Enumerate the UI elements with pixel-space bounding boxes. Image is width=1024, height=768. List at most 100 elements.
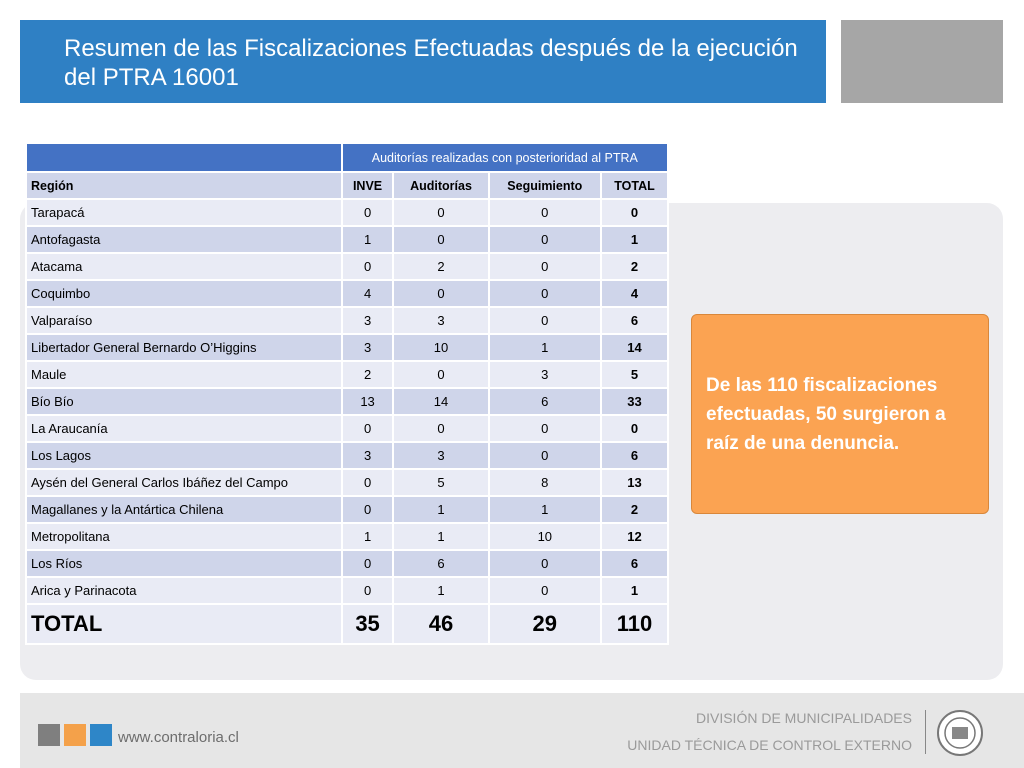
region-cell: Atacama bbox=[25, 252, 343, 281]
cell: 8 bbox=[487, 468, 603, 497]
cell: 14 bbox=[392, 387, 490, 416]
cell: 3 bbox=[487, 360, 603, 389]
total-cell: 29 bbox=[487, 603, 603, 645]
region-cell: Los Lagos bbox=[25, 441, 343, 470]
total-cell: 46 bbox=[392, 603, 490, 645]
cell: 4 bbox=[340, 279, 395, 308]
region-cell: Magallanes y la Antártica Chilena bbox=[25, 495, 343, 524]
division: DIVISIÓN DE MUNICIPALIDADES bbox=[695, 710, 912, 726]
divider bbox=[925, 710, 926, 754]
data-row: Los Lagos 3 3 0 6 bbox=[25, 441, 669, 470]
cell: 0 bbox=[340, 198, 395, 227]
region-cell: Maule bbox=[25, 360, 343, 389]
cell: 0 bbox=[392, 360, 490, 389]
cell: 0 bbox=[487, 576, 603, 605]
data-row: Maule 2 0 3 5 bbox=[25, 360, 669, 389]
cell: 3 bbox=[392, 306, 490, 335]
data-row: Los Ríos 0 6 0 6 bbox=[25, 549, 669, 578]
cell: 2 bbox=[600, 252, 669, 281]
cell: 0 bbox=[340, 414, 395, 443]
cell: 1 bbox=[340, 225, 395, 254]
data-row: Coquimbo 4 0 0 4 bbox=[25, 279, 669, 308]
group-header: Auditorías realizadas con posterioridad … bbox=[340, 142, 670, 173]
logo bbox=[937, 710, 983, 756]
region-cell: Aysén del General Carlos Ibáñez del Camp… bbox=[25, 468, 343, 497]
cell: 0 bbox=[600, 414, 669, 443]
cell: 0 bbox=[392, 198, 490, 227]
cell: 0 bbox=[340, 252, 395, 281]
data-row: Magallanes y la Antártica Chilena 0 1 1 2 bbox=[25, 495, 669, 524]
cell: 2 bbox=[340, 360, 395, 389]
region-cell: Valparaíso bbox=[25, 306, 343, 335]
data-row: Aysén del General Carlos Ibáñez del Camp… bbox=[25, 468, 669, 497]
cell: 0 bbox=[392, 225, 490, 254]
cell: 4 bbox=[600, 279, 669, 308]
square-gray bbox=[38, 724, 60, 746]
total-cell: TOTAL bbox=[25, 603, 343, 645]
website: www.contraloria.cl bbox=[118, 729, 239, 746]
region-cell: Bío Bío bbox=[25, 387, 343, 416]
cell: 3 bbox=[392, 441, 490, 470]
cell: 0 bbox=[487, 306, 603, 335]
region-cell: Metropolitana bbox=[25, 522, 343, 551]
column-header: INVE bbox=[340, 171, 395, 200]
square-orange bbox=[64, 724, 86, 746]
cell: 10 bbox=[487, 522, 603, 551]
cell: 3 bbox=[340, 306, 395, 335]
cell: 1 bbox=[392, 495, 490, 524]
cell: 0 bbox=[340, 576, 395, 605]
cell: 2 bbox=[600, 495, 669, 524]
cell: 6 bbox=[600, 549, 669, 578]
total-cell: 110 bbox=[600, 603, 669, 645]
column-header: Auditorías bbox=[392, 171, 490, 200]
cell: 13 bbox=[340, 387, 395, 416]
column-header: Seguimiento bbox=[487, 171, 603, 200]
cell: 0 bbox=[487, 279, 603, 308]
data-row: Atacama 0 2 0 2 bbox=[25, 252, 669, 281]
cell: 1 bbox=[600, 576, 669, 605]
cell: 0 bbox=[392, 279, 490, 308]
corner-cell bbox=[25, 142, 343, 173]
cell: 6 bbox=[600, 441, 669, 470]
cell: 1 bbox=[600, 225, 669, 254]
cell: 33 bbox=[600, 387, 669, 416]
cell: 0 bbox=[487, 198, 603, 227]
cell: 0 bbox=[600, 198, 669, 227]
cell: 1 bbox=[340, 522, 395, 551]
cell: 6 bbox=[487, 387, 603, 416]
data-row: Valparaíso 3 3 0 6 bbox=[25, 306, 669, 335]
cell: 0 bbox=[340, 495, 395, 524]
cell: 3 bbox=[340, 441, 395, 470]
data-row: Antofagasta 1 0 0 1 bbox=[25, 225, 669, 254]
audit-table: Auditorías realizadas con posterioridad … bbox=[25, 142, 670, 645]
data-row: Metropolitana 1 1 10 12 bbox=[25, 522, 669, 551]
region-cell: Coquimbo bbox=[25, 279, 343, 308]
total-row: TOTAL 35 46 29 110 bbox=[25, 603, 669, 645]
callout: De las 110 fiscalizaciones efectuadas, 5… bbox=[691, 314, 989, 514]
cell: 0 bbox=[487, 252, 603, 281]
region-cell: Arica y Parinacota bbox=[25, 576, 343, 605]
cell: 13 bbox=[600, 468, 669, 497]
region-cell: La Araucanía bbox=[25, 414, 343, 443]
cell: 1 bbox=[487, 495, 603, 524]
total-cell: 35 bbox=[340, 603, 395, 645]
cell: 5 bbox=[600, 360, 669, 389]
cell: 0 bbox=[487, 414, 603, 443]
data-row: Tarapacá 0 0 0 0 bbox=[25, 198, 669, 227]
cell: 0 bbox=[392, 414, 490, 443]
cell: 1 bbox=[392, 522, 490, 551]
cell: 5 bbox=[392, 468, 490, 497]
region-cell: Los Ríos bbox=[25, 549, 343, 578]
data-row: La Araucanía 0 0 0 0 bbox=[25, 414, 669, 443]
group-header-row: Auditorías realizadas con posterioridad … bbox=[25, 142, 670, 173]
cell: 0 bbox=[340, 468, 395, 497]
cell: 3 bbox=[340, 333, 395, 362]
cell: 6 bbox=[600, 306, 669, 335]
cell: 6 bbox=[392, 549, 490, 578]
cell: 1 bbox=[487, 333, 603, 362]
cell: 10 bbox=[392, 333, 490, 362]
data-row: Arica y Parinacota 0 1 0 1 bbox=[25, 576, 669, 605]
data-row: Libertador General Bernardo O’Higgins 3 10… bbox=[25, 333, 669, 362]
column-header: Región bbox=[25, 171, 343, 200]
